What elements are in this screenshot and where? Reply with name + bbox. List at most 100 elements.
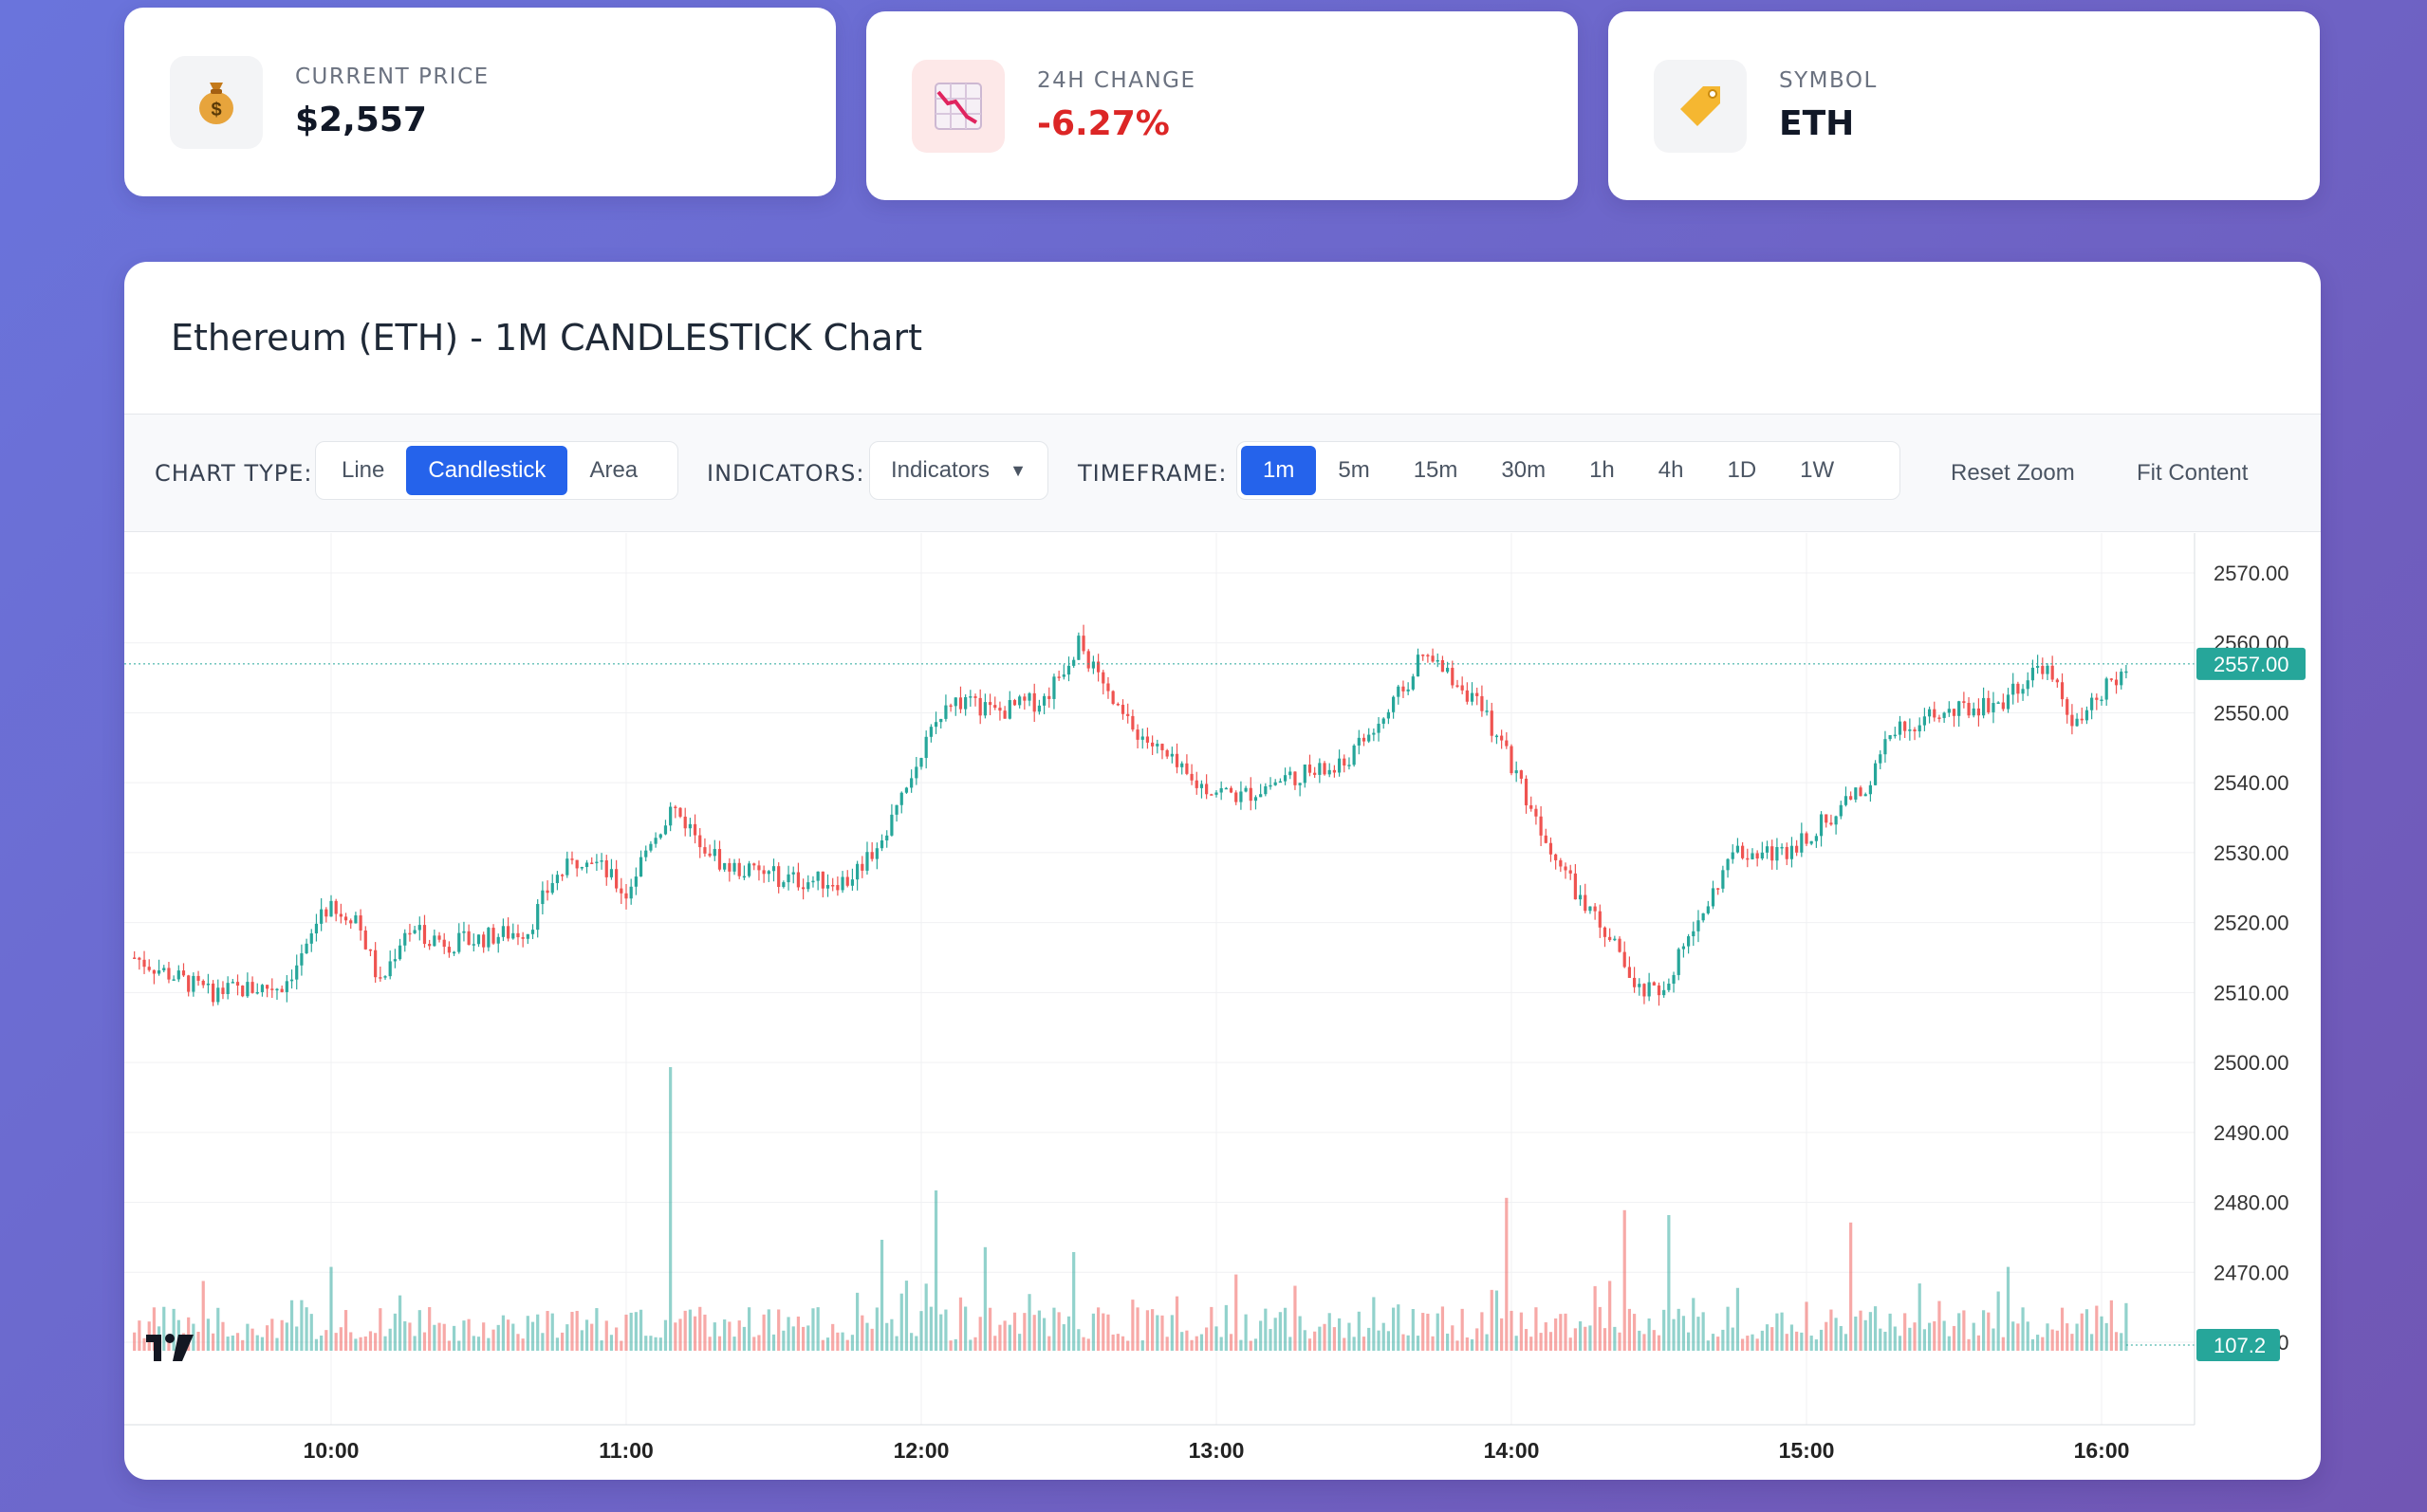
candle-body [732,862,736,872]
volume-bar [521,1338,525,1351]
volume-bar [1440,1306,1445,1351]
candle-body [580,867,584,869]
timeframe-5m-button[interactable]: 5m [1338,457,1370,483]
timeframe-1w-button[interactable]: 1W [1800,457,1835,483]
fit-content-button[interactable]: Fit Content [2137,460,2249,486]
volume-bar [2046,1323,2049,1351]
candle-body [575,859,579,869]
candlestick-chart[interactable]: 2570.002560.002550.002540.002530.002520.… [124,533,2321,1480]
chart-type-area-button[interactable]: Area [589,457,639,483]
volume-bar [334,1333,338,1351]
candle-body [885,835,889,841]
symbol-label: SYMBOL [1779,68,1878,93]
candle-body [476,934,481,945]
candle-body [1066,665,1071,675]
volume-bar [1032,1315,1036,1351]
candle-body [1003,710,1007,719]
timeframe-15m-button[interactable]: 15m [1413,457,1458,483]
candle-body [1957,701,1961,716]
volume-bar [580,1330,584,1351]
volume-bar [212,1333,215,1351]
money-bag-icon: $ [170,55,263,149]
volume-bar [2070,1334,2074,1351]
candle-body [752,863,756,866]
tradingview-logo[interactable] [146,1334,194,1361]
volume-bar [1642,1334,1646,1351]
candle-body [231,982,234,984]
candle-body [1584,894,1587,912]
volume-bar [1175,1296,1179,1351]
volume-bar [491,1329,495,1351]
volume-bar [570,1311,574,1351]
candle-body [422,925,427,945]
chart-card: Ethereum (ETH) - 1M CANDLESTICK Chart CH… [124,262,2321,1480]
volume-bar [320,1335,324,1351]
volume-bar [285,1322,288,1351]
volume-bar [541,1333,545,1351]
candle-body [1677,949,1680,975]
timeframe-4h-button[interactable]: 4h [1658,457,1684,483]
candle-body [2066,699,2069,715]
candle-body [1116,703,1120,706]
volume-bar [2075,1323,2079,1351]
candle-body [270,988,274,990]
candle-body [2046,665,2049,674]
candle-body [1672,974,1676,985]
candle-body [1681,946,1686,950]
timeframe-30m-button[interactable]: 30m [1501,457,1547,483]
volume-bar [2016,1323,2020,1351]
candle-body [1829,822,1833,825]
volume-bar [442,1323,446,1351]
candle-body [428,944,432,947]
chart-plot-area[interactable]: 2570.00 2560.00 2550.00 2540.00 2530.00 2520.… [124,533,2321,1480]
candle-body [590,862,594,864]
candle-body [584,862,589,868]
candle-body [1573,873,1577,900]
volume-bar [644,1336,648,1351]
candle-body [703,847,707,854]
timeframe-1m-button[interactable]: 1m [1241,446,1317,495]
candle-body [713,849,716,857]
volume-bar [1343,1337,1346,1351]
candle-body [1819,814,1824,837]
volume-bar [1627,1308,1631,1351]
volume-bar [1524,1329,1528,1351]
volume-bar [1534,1307,1538,1351]
volume-bar [1278,1312,1282,1351]
chart-type-line-button[interactable]: Line [342,457,385,483]
volume-bar [757,1335,761,1351]
volume-bar [1706,1340,1710,1351]
candle-body [1416,655,1420,677]
volume-bar [1465,1337,1469,1351]
candle-body [875,848,879,859]
volume-bar [575,1310,579,1351]
candle-body [949,705,953,708]
volume-bar [1234,1274,1238,1351]
candle-body [615,869,619,889]
volume-bar [1298,1316,1302,1351]
volume-bar [437,1322,441,1351]
candle-body [2070,714,2074,727]
candle-body [850,879,855,886]
volume-bar [609,1335,614,1351]
indicators-dropdown[interactable]: Indicators ▼ [869,441,1048,500]
volume-bar [683,1310,687,1351]
volume-bar [1097,1307,1101,1351]
candle-body [1652,982,1656,986]
timeframe-1h-button[interactable]: 1h [1589,457,1615,483]
time-tick-label: 15:00 [1779,1438,1835,1463]
volume-bar [870,1328,874,1351]
candle-body [663,825,668,835]
candle-body [2055,679,2059,683]
volume-bar [1121,1336,1125,1351]
price-tick-label: 2480.00 [2214,1191,2289,1215]
chart-type-candlestick-button[interactable]: Candlestick [406,446,568,495]
volume-bar [1397,1304,1400,1351]
reset-zoom-button[interactable]: Reset Zoom [1951,460,2075,486]
timeframe-1d-button[interactable]: 1D [1727,457,1757,483]
candle-body [1834,816,1838,825]
candle-body [1343,758,1346,766]
candle-body [2006,694,2010,710]
candle-body [929,727,933,737]
candle-body [836,885,840,891]
